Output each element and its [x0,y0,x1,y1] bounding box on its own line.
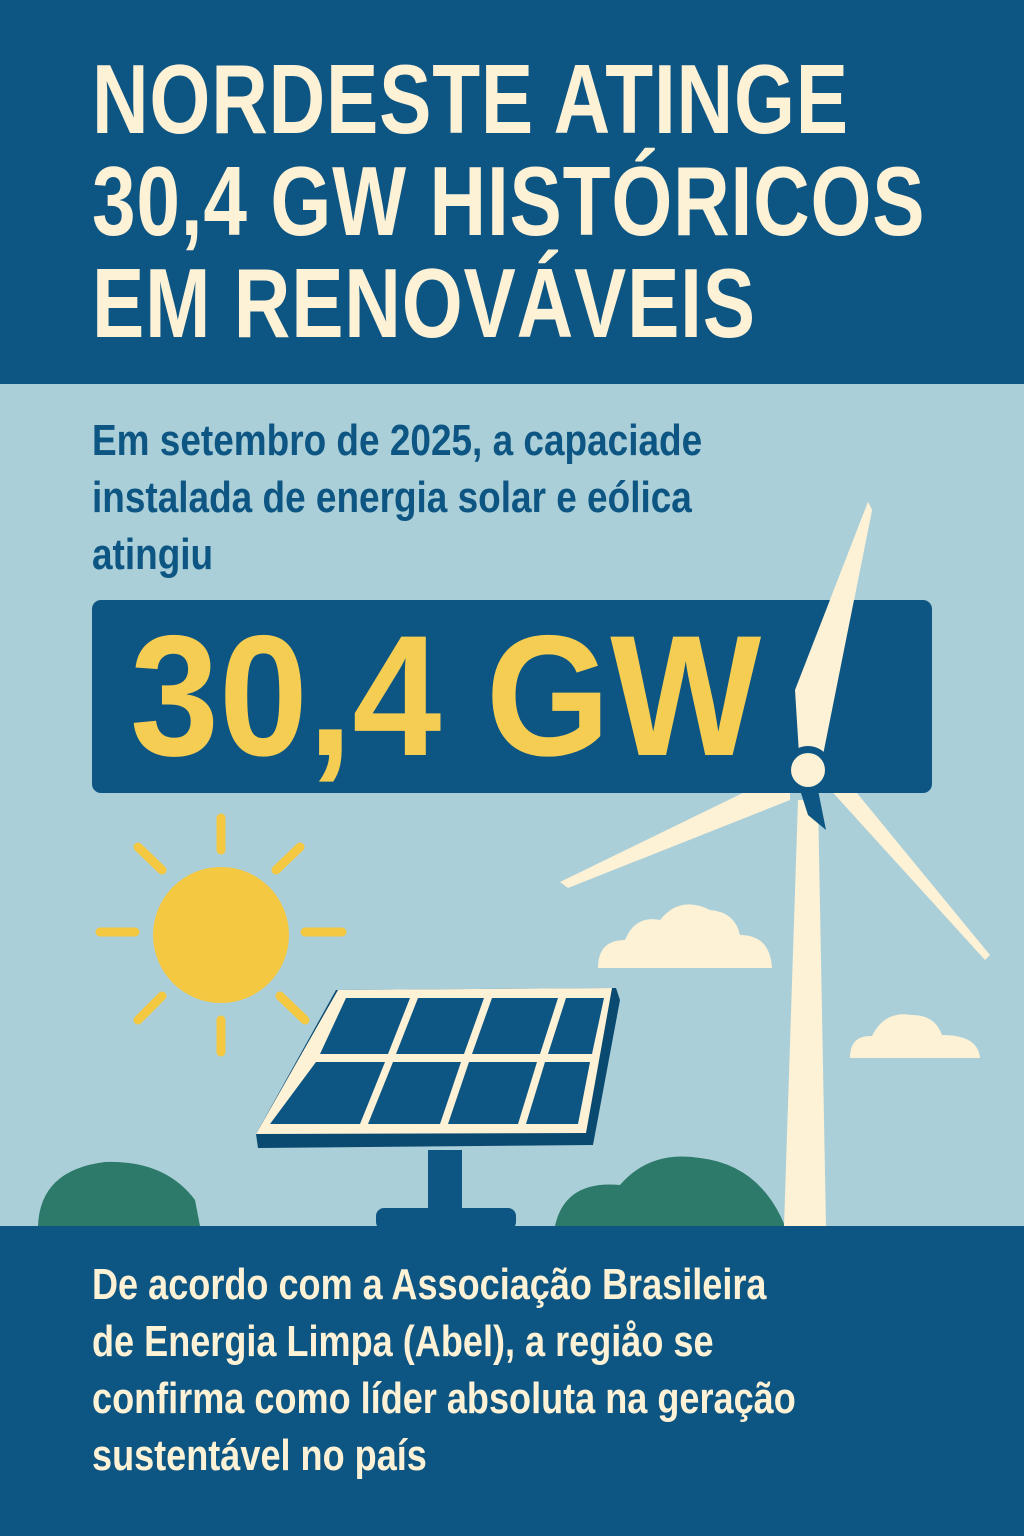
cloud-icon [850,1014,980,1058]
hill-icon [38,1156,785,1226]
title-line: NORDESTE ATINGE [92,44,849,154]
lead-text: Em setembro de 2025, a capaciade instala… [92,412,932,583]
solar-panel-icon [256,988,620,1226]
lead-line: instalada de energia solar e eólica [92,473,692,522]
header-band [0,0,1024,384]
lead-line: Em setembro de 2025, a capaciade [92,416,703,465]
page-title: NORDESTE ATINGE 30,4 GW HISTÓRICOS EM RE… [92,48,972,354]
lead-line: atingiu [92,530,214,579]
footer-line: De acordo com a Associação Brasileira [92,1260,767,1309]
footer-text: De acordo com a Associação Brasileira de… [92,1256,937,1484]
renewables-illustration [38,502,990,1226]
sun-icon [95,813,347,1057]
title-line: 30,4 GW HISTÓRICOS [92,146,926,256]
footer-line: de Energia Limpa (Abel), a regiåo se [92,1317,714,1366]
cloud-icon [598,904,772,968]
title-line: EM RENOVÁVEIS [92,248,756,358]
footer-line: confirma como líder absoluta na geração [92,1374,796,1423]
footer-band [0,1226,1024,1536]
footer-line: sustentável no país [92,1431,427,1480]
highlight-value: 30,4 GW [130,600,762,792]
